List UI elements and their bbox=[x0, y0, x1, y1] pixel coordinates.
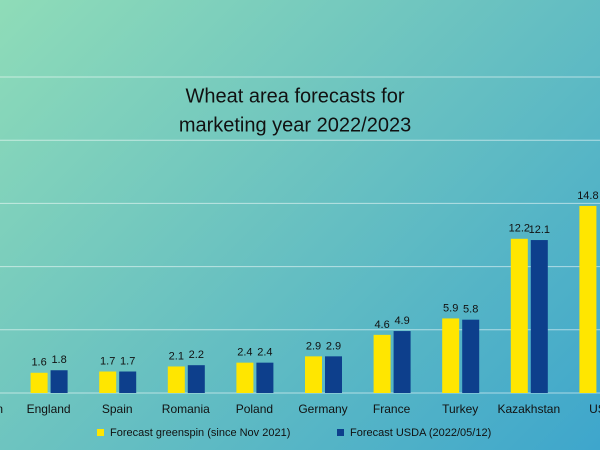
bar bbox=[530, 240, 548, 393]
value-label: 5.9 bbox=[443, 302, 458, 314]
x-tick-label: Spain bbox=[102, 402, 133, 416]
chart-title: marketing year 2022/2023 bbox=[179, 114, 411, 136]
chart-title: Wheat area forecasts for bbox=[186, 85, 405, 107]
value-label: 1.7 bbox=[120, 355, 135, 367]
value-label: 14.8 bbox=[577, 190, 598, 202]
value-label: 2.4 bbox=[257, 347, 272, 359]
x-tick-label: England bbox=[27, 402, 71, 416]
value-label: 1.6 bbox=[31, 357, 46, 369]
value-label: 12.1 bbox=[529, 224, 550, 236]
bar bbox=[119, 371, 137, 393]
x-tick-label: Turkey bbox=[442, 402, 478, 416]
x-tick-label: Romania bbox=[162, 402, 210, 416]
legend-swatch bbox=[337, 429, 344, 436]
bar bbox=[442, 318, 460, 393]
x-tick-label: n bbox=[0, 402, 3, 416]
value-label: 2.9 bbox=[306, 340, 321, 352]
value-label: 2.9 bbox=[326, 340, 341, 352]
bar bbox=[305, 356, 322, 393]
legend-label: Forecast greenspin (since Nov 2021) bbox=[110, 427, 290, 439]
bar bbox=[462, 319, 480, 393]
x-tick-label: Poland bbox=[236, 402, 273, 416]
bar bbox=[236, 362, 254, 393]
bar bbox=[187, 365, 205, 393]
bar bbox=[393, 331, 411, 393]
value-label: 5.8 bbox=[463, 304, 478, 316]
bar bbox=[50, 370, 68, 393]
x-tick-label: Germany bbox=[298, 402, 347, 416]
value-label: 12.2 bbox=[509, 223, 530, 235]
bar bbox=[99, 371, 117, 393]
value-label: 1.8 bbox=[51, 354, 66, 366]
bar bbox=[373, 334, 391, 393]
value-label: 2.4 bbox=[237, 347, 252, 359]
bar bbox=[510, 238, 528, 393]
value-label: 4.6 bbox=[374, 319, 389, 331]
x-tick-label: Kazakhstan bbox=[497, 402, 560, 416]
bar bbox=[256, 362, 274, 393]
bar bbox=[30, 372, 48, 393]
bar bbox=[579, 205, 597, 393]
bar bbox=[325, 356, 342, 393]
legend-label: Forecast USDA (2022/05/12) bbox=[350, 427, 491, 439]
bar bbox=[167, 366, 185, 393]
x-tick-label: US bbox=[589, 402, 600, 416]
legend-swatch bbox=[97, 429, 104, 436]
value-label: 2.1 bbox=[169, 350, 184, 362]
value-label: 2.2 bbox=[189, 349, 204, 361]
x-tick-label: France bbox=[373, 402, 411, 416]
value-label: 1.7 bbox=[100, 355, 115, 367]
value-label: 4.9 bbox=[394, 315, 409, 327]
